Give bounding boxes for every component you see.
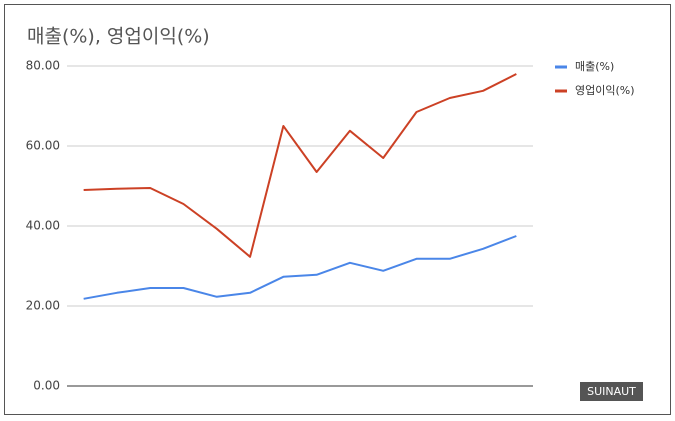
y-tick-label: 0.00 bbox=[33, 379, 60, 393]
y-tick-label: 80.00 bbox=[26, 59, 60, 73]
series-line bbox=[83, 73, 517, 258]
watermark: SUINAUT bbox=[587, 385, 636, 398]
legend-label: 매출(%) bbox=[575, 60, 614, 73]
series-line bbox=[83, 235, 517, 300]
legend-label: 영업이익(%) bbox=[575, 84, 635, 97]
y-tick-label: 40.00 bbox=[26, 219, 60, 233]
watermark-box bbox=[580, 382, 643, 401]
chart-frame bbox=[4, 4, 671, 415]
y-tick-label: 20.00 bbox=[26, 299, 60, 313]
y-tick-label: 60.00 bbox=[26, 139, 60, 153]
chart-title: 매출(%), 영업이익(%) bbox=[27, 26, 210, 48]
